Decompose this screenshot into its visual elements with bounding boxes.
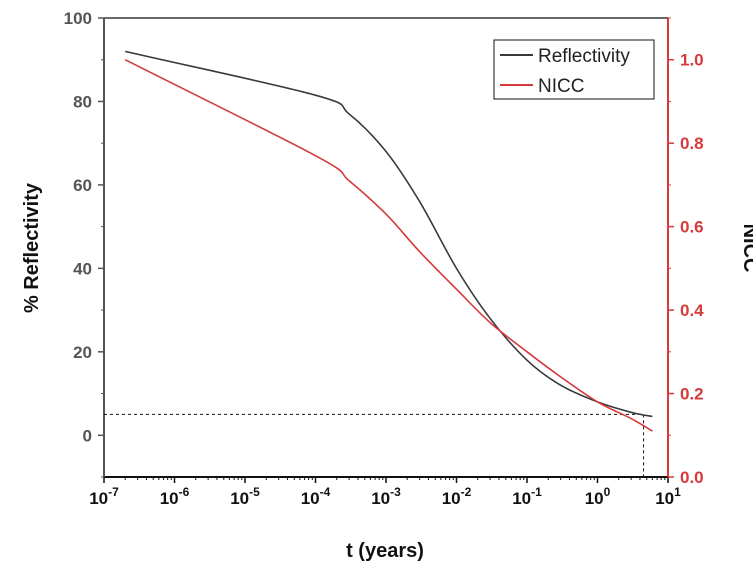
y-left-tick-label: 100: [64, 9, 92, 28]
plot-frame: [103, 17, 669, 478]
y-right-tick-label: 0.6: [680, 218, 704, 237]
x-tick-label: 10-3: [371, 485, 401, 508]
x-tick-label: 10-2: [442, 485, 472, 508]
x-tick-label: 10-1: [512, 485, 542, 508]
legend-box: [493, 39, 655, 100]
legend-label-nicc: NICC: [538, 76, 584, 97]
x-axis: 10-7 10-6 10-5 10-4 10-3 10-2 10-1 100 101: [89, 477, 681, 508]
x-tick-label: 10-6: [160, 485, 190, 508]
series-line-nicc: [124, 59, 653, 432]
x-tick-label: 101: [655, 485, 681, 508]
y-left-tick-label: 0: [83, 426, 92, 445]
y-axis-right: 0.0 0.2 0.4 0.6 0.8 1.0: [668, 17, 704, 487]
y-left-tick-label: 20: [73, 343, 92, 362]
y-axis-right-title: NICC: [739, 224, 753, 273]
y-left-tick-label: 60: [73, 176, 92, 195]
y-right-tick-label: 0.4: [680, 301, 704, 320]
x-tick-label: 10-7: [89, 485, 119, 508]
y-right-tick-label: 0.2: [680, 385, 704, 404]
x-tick-label: 100: [585, 485, 611, 508]
y-left-tick-label: 80: [73, 92, 92, 111]
legend-label-reflectivity: Reflectivity: [538, 46, 630, 67]
y-axis-left-title: % Reflectivity: [21, 182, 43, 313]
y-right-tick-label: 0.8: [680, 134, 704, 153]
series-lines: [124, 50, 653, 432]
reference-lines: [104, 413, 645, 477]
x-axis-title: t (years): [346, 540, 424, 562]
y-right-tick-label: 1.0: [680, 51, 704, 70]
x-tick-label: 10-5: [230, 485, 260, 508]
legend: Reflectivity NICC: [493, 39, 655, 100]
y-right-tick-label: 0.0: [680, 468, 704, 487]
series-line-reflectivity: [125, 50, 653, 418]
y-left-tick-label: 40: [73, 259, 92, 278]
y-axis-left: 0 20 40 60 80 100: [64, 9, 104, 478]
x-tick-label: 10-4: [301, 485, 331, 508]
